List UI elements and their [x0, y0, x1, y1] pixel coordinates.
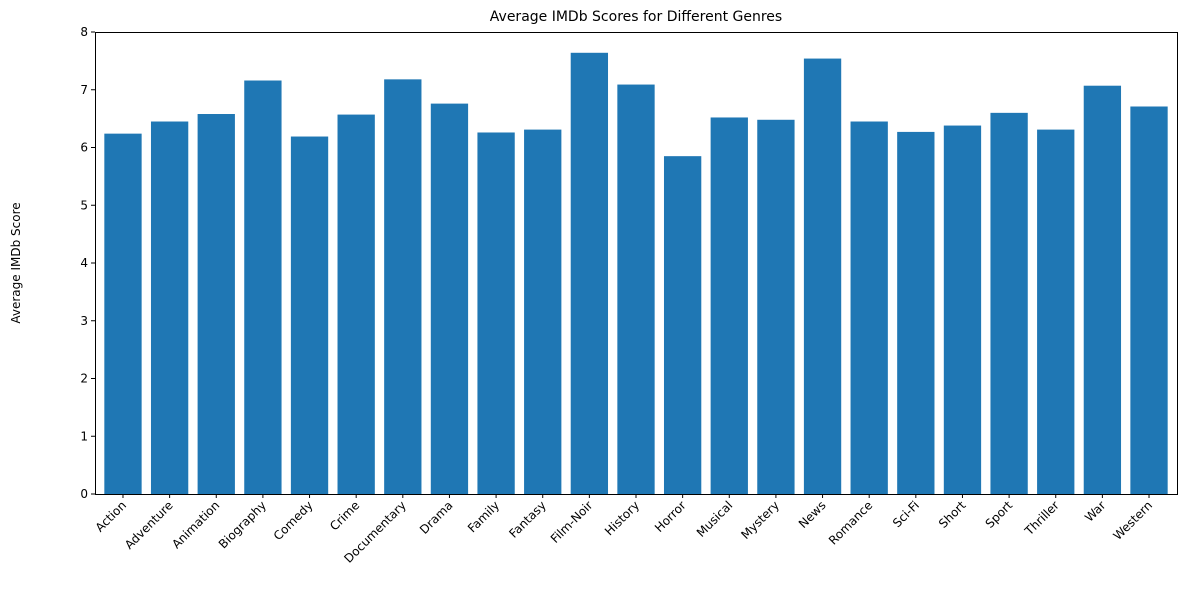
- chart-title: Average IMDb Scores for Different Genres: [490, 9, 782, 25]
- bar-drama: [430, 103, 469, 495]
- plot-frame: [95, 32, 1178, 495]
- y-axis-label: Average IMDb Score: [9, 202, 23, 323]
- bar-horror: [663, 156, 702, 494]
- y-tick-label: 1: [80, 429, 88, 443]
- bar-news: [803, 58, 842, 494]
- y-tick-label: 3: [80, 314, 88, 328]
- bar-action: [104, 133, 142, 494]
- bar-family: [477, 132, 515, 495]
- bar-film-noir: [570, 52, 609, 494]
- bar-sci-fi: [897, 131, 935, 494]
- bar-adventure: [150, 121, 189, 494]
- y-axis-ticks: 0 1 2 3 4 5 6 7 8: [80, 25, 95, 501]
- y-tick-label: 2: [80, 372, 88, 386]
- bar-thriller: [1037, 129, 1075, 494]
- bar-history: [617, 84, 655, 495]
- bars-group: [104, 52, 1168, 495]
- bar-sport: [990, 112, 1028, 494]
- y-tick-label: 8: [80, 25, 88, 39]
- bar-biography: [244, 80, 282, 494]
- bar-fantasy: [524, 129, 562, 494]
- bar-romance: [850, 121, 888, 494]
- bar-documentary: [384, 79, 422, 494]
- y-tick-label: 6: [80, 141, 88, 155]
- y-tick-label: 5: [80, 198, 88, 212]
- y-tick-label: 0: [80, 487, 88, 501]
- bar-mystery: [757, 119, 795, 494]
- bar-musical: [710, 117, 748, 494]
- bar-western: [1130, 106, 1168, 494]
- y-tick-label: 7: [80, 83, 88, 97]
- bar-crime: [337, 114, 375, 495]
- bar-short: [943, 125, 982, 495]
- y-tick-label: 4: [80, 256, 88, 270]
- bar-comedy: [290, 136, 329, 494]
- bar-war: [1083, 85, 1122, 495]
- bar-animation: [197, 114, 235, 494]
